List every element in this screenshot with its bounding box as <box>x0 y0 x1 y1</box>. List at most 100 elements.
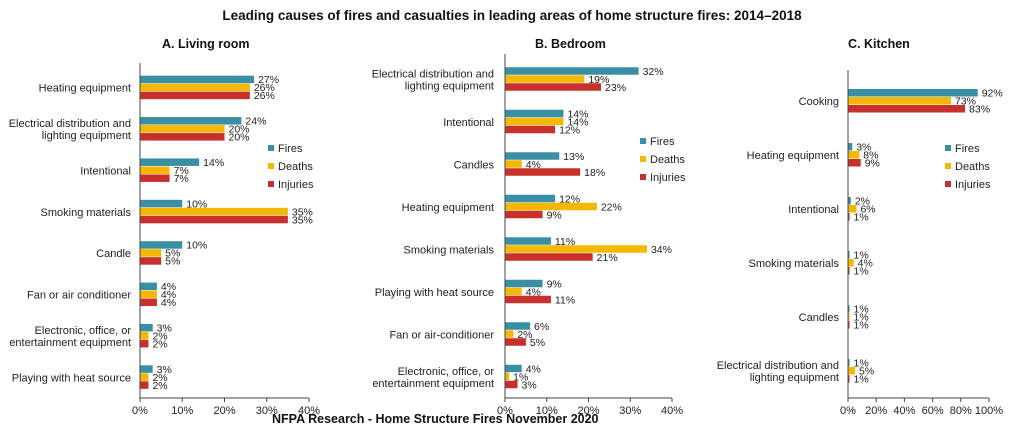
bar-injuries <box>505 125 556 134</box>
bar-deaths <box>848 151 860 159</box>
bar-injuries <box>505 83 602 91</box>
bar-fires <box>140 241 183 249</box>
chart-title: Leading causes of fires and casualties i… <box>222 8 802 23</box>
category-label: Electrical distribution and <box>9 118 131 130</box>
data-label: 1% <box>854 312 869 324</box>
data-label: 11% <box>555 294 575 306</box>
legend-label-deaths: Deaths <box>955 161 990 173</box>
x-tick-label: 30% <box>619 405 641 417</box>
data-label: 18% <box>584 167 605 179</box>
bar-injuries <box>140 91 250 100</box>
bar-injuries <box>140 298 157 307</box>
bar-deaths <box>848 259 854 267</box>
category-label: Intentional <box>788 204 839 216</box>
data-label: 3% <box>157 322 172 334</box>
bar-injuries <box>505 380 518 389</box>
bar-injuries <box>505 253 593 261</box>
data-label: 9% <box>865 158 880 170</box>
bar-injuries <box>140 339 149 348</box>
legend-swatch-fires <box>945 145 951 151</box>
data-label: 1% <box>513 371 528 383</box>
legend-label-fires: Fires <box>955 143 980 155</box>
category-label: Intentional <box>80 165 131 177</box>
panel-title: C. Kitchen <box>848 37 910 51</box>
data-label: 20% <box>229 124 250 136</box>
bar-injuries <box>848 267 850 275</box>
bar-injuries <box>848 375 850 383</box>
category-label: entertainment equipment <box>372 378 494 390</box>
x-tick-label: 60% <box>922 405 944 417</box>
chart-panel-2: B. Bedroom Electrical distribution andlig… <box>372 37 686 417</box>
category-label: Electronic, office, or <box>35 325 132 337</box>
data-label: 5% <box>165 248 180 260</box>
data-label: 11% <box>555 236 575 248</box>
data-label: 92% <box>982 88 1003 100</box>
category-label: Heating equipment <box>402 202 494 214</box>
data-label: 83% <box>969 104 990 116</box>
data-label: 1% <box>854 212 869 224</box>
legend-swatch-fires <box>640 138 646 144</box>
data-label: 3% <box>157 364 172 376</box>
data-label: 4% <box>161 289 176 301</box>
data-label: 14% <box>567 108 588 120</box>
data-label: 2% <box>152 330 167 342</box>
category-label: lighting equipment <box>405 80 494 92</box>
data-label: 21% <box>597 252 618 264</box>
bar-injuries <box>505 295 551 304</box>
bar-deaths <box>140 83 250 92</box>
data-label: 3% <box>522 379 537 391</box>
data-label: 3% <box>856 142 871 154</box>
category-label: Electrical distribution and <box>717 360 839 372</box>
bar-deaths <box>140 290 157 299</box>
bar-deaths <box>848 367 856 375</box>
data-label: 20% <box>229 132 250 144</box>
category-label: Smoking materials <box>404 244 495 256</box>
x-tick-label: 40% <box>893 405 915 417</box>
bar-fires <box>505 237 551 245</box>
x-tick-label: 40% <box>661 405 683 417</box>
data-label: 22% <box>601 201 622 213</box>
bar-fires <box>140 323 153 332</box>
bar-fires <box>140 117 242 125</box>
category-label: Candles <box>454 159 495 171</box>
x-tick-label: 100% <box>975 405 1003 417</box>
data-label: 9% <box>547 278 562 290</box>
data-label: 1% <box>854 266 869 278</box>
x-tick-label: 0% <box>840 405 856 417</box>
data-label: 14% <box>567 116 588 128</box>
category-label: Fan or air-conditioner <box>389 329 494 341</box>
category-label: lighting equipment <box>750 372 839 384</box>
data-label: 6% <box>860 204 875 216</box>
data-label: 24% <box>245 116 266 128</box>
data-label: 1% <box>854 304 869 316</box>
data-label: 12% <box>559 193 580 205</box>
x-tick-label: 10% <box>536 405 558 417</box>
bar-injuries <box>140 215 288 224</box>
panel-title: B. Bedroom <box>535 37 606 51</box>
bar-deaths <box>140 125 225 133</box>
category-label: Candles <box>799 312 840 324</box>
data-label: 27% <box>258 74 279 86</box>
bar-deaths <box>140 166 170 174</box>
legend-label-injuries: Injuries <box>278 179 314 191</box>
legend-swatch-deaths <box>945 163 951 169</box>
bar-injuries <box>848 159 861 167</box>
data-label: 12% <box>559 124 580 136</box>
bar-injuries <box>505 168 581 176</box>
bar-injuries <box>140 133 225 141</box>
data-label: 4% <box>526 286 541 298</box>
bar-deaths <box>505 287 522 296</box>
data-label: 34% <box>651 244 672 256</box>
bar-fires <box>505 194 556 203</box>
bar-injuries <box>848 213 850 221</box>
bar-deaths <box>848 205 857 213</box>
bar-deaths <box>505 160 522 168</box>
data-label: 26% <box>254 90 275 102</box>
legend-swatch-injuries <box>945 181 951 187</box>
x-tick-label: 80% <box>950 405 972 417</box>
category-label: Fan or air conditioner <box>27 290 131 302</box>
data-label: 1% <box>854 374 869 386</box>
data-label: 4% <box>161 281 176 293</box>
data-label: 35% <box>292 206 313 218</box>
